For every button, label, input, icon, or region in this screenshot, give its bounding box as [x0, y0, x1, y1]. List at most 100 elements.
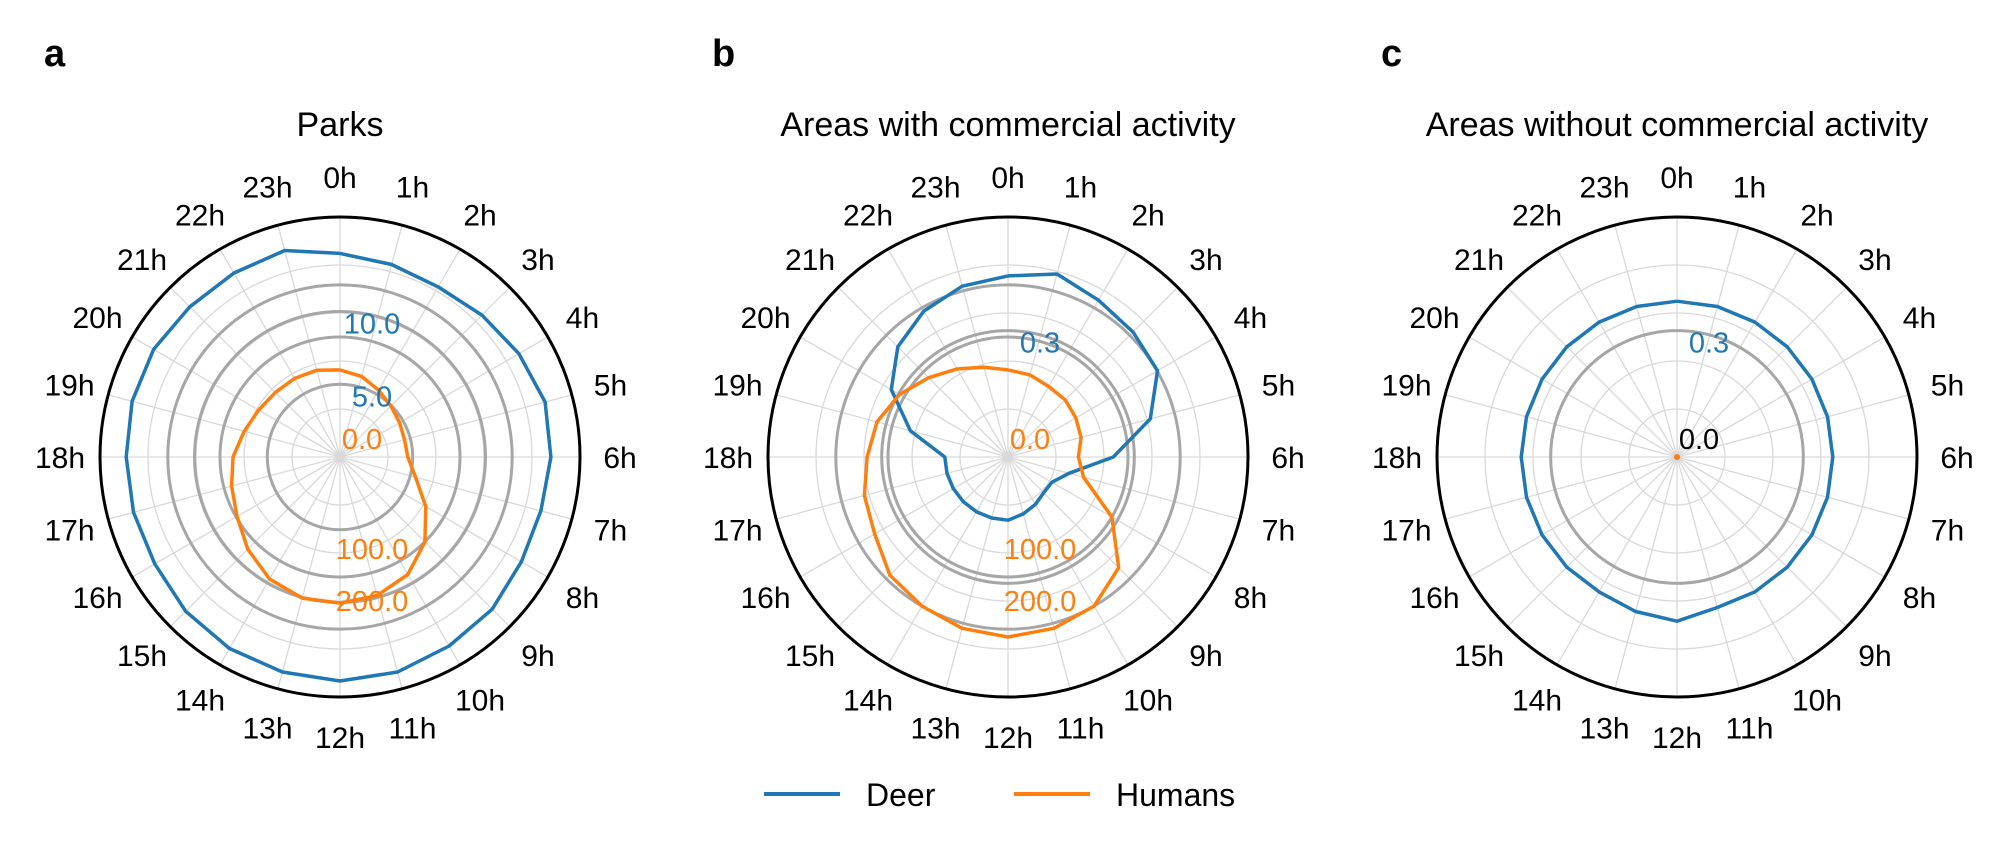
humans-reference-ring	[834, 283, 1182, 631]
hour-label: 6h	[1271, 442, 1304, 475]
panel-a: a Parks 0h 1h 2h 3h 4h 5h 6h 7h 8h 9h 10h 11h 12h 13h…	[35, 33, 637, 755]
hour-label: 19h	[713, 370, 763, 403]
grid-spoke	[1676, 248, 1798, 458]
hour-label: 10h	[1123, 684, 1173, 717]
panel-a-title: Parks	[297, 106, 384, 144]
hour-label: 4h	[1234, 302, 1267, 335]
hour-label: 22h	[843, 200, 893, 233]
grid-spoke	[1614, 456, 1678, 689]
hour-label: 5h	[1931, 370, 1964, 403]
hour-label: 13h	[1579, 712, 1629, 745]
hour-label: 21h	[1454, 244, 1504, 277]
grid-spoke	[1614, 225, 1678, 458]
deer-ring-label: 5.0	[352, 381, 392, 413]
panel-a-letter: a	[44, 33, 66, 75]
grid-spoke	[1506, 286, 1678, 458]
hour-label: 6h	[603, 442, 636, 475]
hour-label: 19h	[45, 370, 95, 403]
legend-label-deer: Deer	[866, 777, 936, 813]
hour-label: 1h	[396, 172, 429, 205]
deer-ring-label: 0.3	[1020, 328, 1060, 360]
hour-label: 3h	[1189, 244, 1222, 277]
grid-spoke	[1676, 336, 1886, 458]
hour-label: 23h	[242, 172, 292, 205]
grid-spoke	[1556, 456, 1678, 666]
hour-label: 22h	[175, 200, 225, 233]
hour-label: 16h	[740, 582, 790, 615]
hour-label: 17h	[1382, 514, 1432, 547]
grid-spoke	[1676, 394, 1909, 458]
hour-label: 2h	[1131, 200, 1164, 233]
deer-series-line	[1519, 299, 1835, 623]
hour-label: 13h	[910, 712, 960, 745]
deer-reference-ring	[880, 329, 1136, 585]
grid-spoke	[1468, 336, 1678, 458]
legend: Deer Humans	[764, 777, 1235, 813]
deer-ring-label: 0.3	[1689, 328, 1729, 360]
deer-ring-label: 10.0	[344, 309, 400, 341]
hour-label: 0h	[1660, 162, 1693, 195]
humans-reference-ring	[166, 283, 514, 631]
hour-label: 20h	[72, 302, 122, 335]
humans-reference-ring	[886, 335, 1130, 579]
panel-b-letter: b	[712, 33, 735, 75]
grid-spoke	[1676, 225, 1740, 458]
hour-label: 15h	[117, 640, 167, 673]
hour-label: 2h	[463, 200, 496, 233]
hour-label: 18h	[703, 442, 753, 475]
hour-label: 13h	[242, 712, 292, 745]
humans-ring-label: 100.0	[336, 534, 409, 566]
hour-label: 7h	[1262, 514, 1295, 547]
humans-ring-label: 200.0	[336, 586, 409, 618]
hour-label: 11h	[1057, 712, 1105, 745]
polar-frame	[98, 215, 582, 699]
deer-reference-ring	[265, 382, 415, 532]
deer-series-line	[889, 272, 1160, 522]
hour-label: 20h	[1409, 302, 1459, 335]
hour-label: 5h	[1262, 370, 1295, 403]
hour-label: 23h	[1579, 172, 1629, 205]
hour-label: 12h	[315, 722, 365, 755]
zero-label: 0.0	[1679, 424, 1719, 456]
polar-frame	[766, 215, 1250, 699]
humans-series-line	[862, 365, 1121, 639]
grid-spoke	[1506, 456, 1678, 628]
hour-label: 10h	[455, 684, 505, 717]
legend-item-humans: Humans	[1014, 777, 1235, 813]
hour-label: 16h	[1409, 582, 1459, 615]
panel-c: c Areas without commercial activity 0h 1h…	[1372, 33, 1974, 755]
hour-label: 14h	[1512, 684, 1562, 717]
grid-spoke	[1676, 456, 1740, 689]
grid-spoke	[1556, 248, 1678, 458]
hour-label: 22h	[1512, 200, 1562, 233]
humans-reference-ring	[218, 335, 462, 579]
hour-label: 8h	[1903, 582, 1936, 615]
hour-label: 4h	[566, 302, 599, 335]
hour-label: 20h	[740, 302, 790, 335]
hour-label: 14h	[175, 684, 225, 717]
hour-label: 21h	[117, 244, 167, 277]
hour-label: 19h	[1382, 370, 1432, 403]
panel-c-title: Areas without commercial activity	[1426, 106, 1929, 144]
grid-spoke	[1676, 456, 1798, 666]
hour-label: 1h	[1064, 172, 1097, 205]
grid-spoke	[1676, 456, 1886, 578]
deer-reference-ring	[1549, 329, 1805, 585]
hour-label: 0h	[323, 162, 356, 195]
hour-label: 3h	[1858, 244, 1891, 277]
panel-b-title: Areas with commercial activity	[780, 106, 1235, 144]
polar-frame	[1435, 215, 1919, 699]
grid-spoke	[1445, 456, 1678, 520]
hour-label: 15h	[785, 640, 835, 673]
hour-label: 11h	[1726, 712, 1774, 745]
hour-label: 12h	[1652, 722, 1702, 755]
humans-series-point	[1674, 454, 1680, 460]
hour-label: 2h	[1800, 200, 1833, 233]
hour-label: 7h	[594, 514, 627, 547]
hour-label: 9h	[1189, 640, 1222, 673]
hour-label: 8h	[566, 582, 599, 615]
